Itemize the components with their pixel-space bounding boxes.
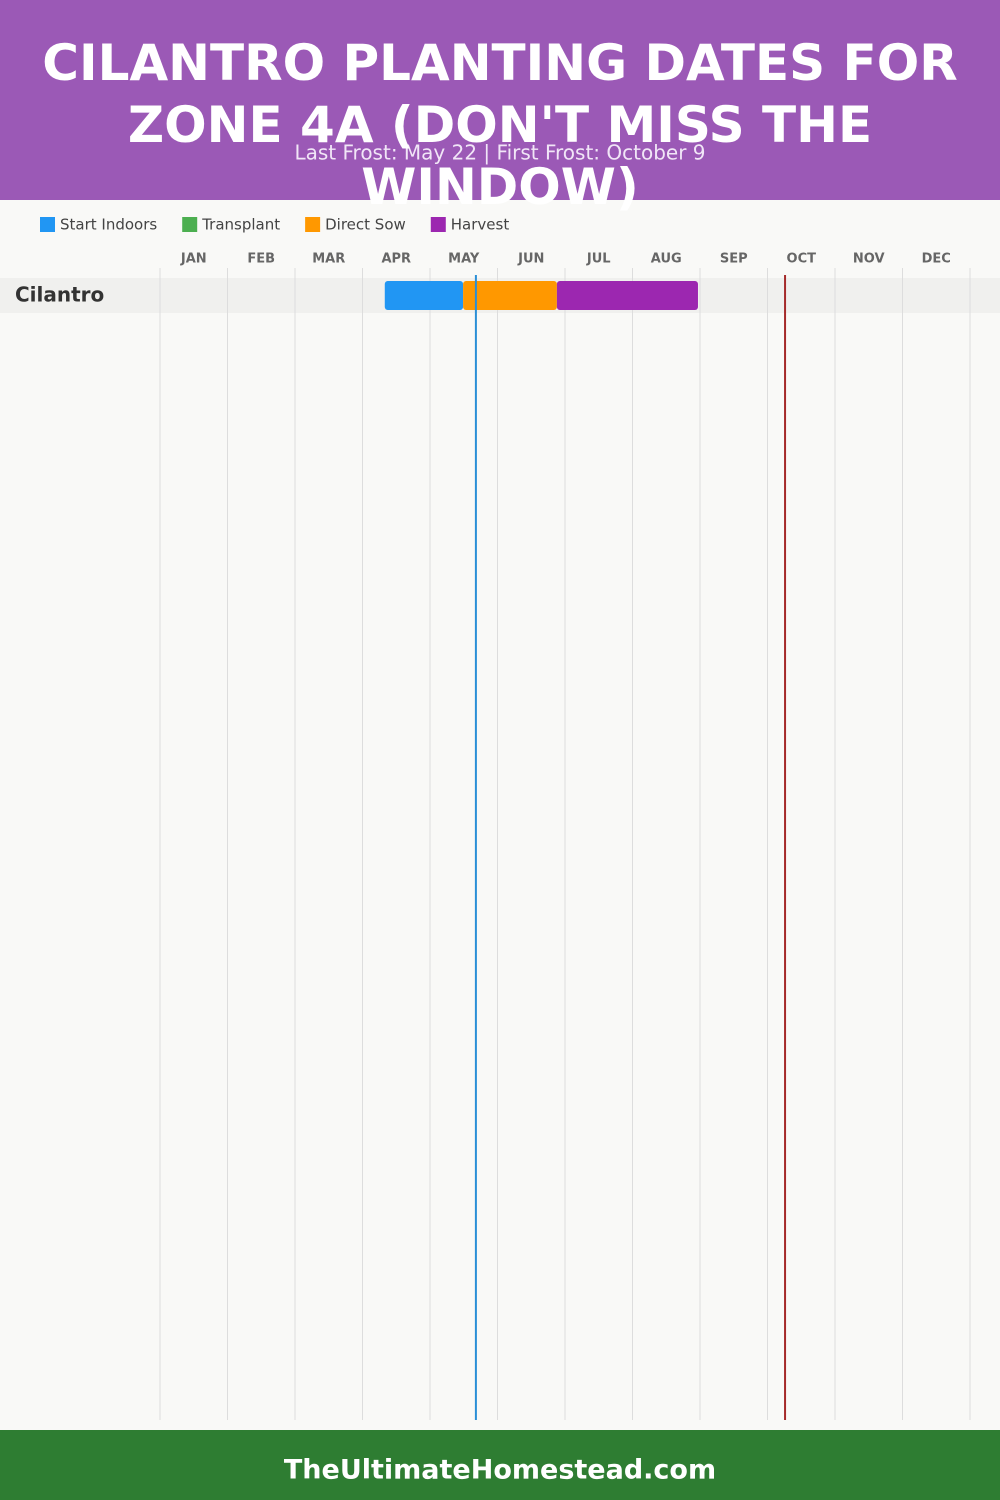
x-tick-label: MAR: [312, 252, 345, 267]
legend-swatch: [305, 217, 321, 232]
bar: [556, 281, 698, 310]
x-tick-label: APR: [381, 252, 411, 267]
x-tick-label: JAN: [180, 252, 207, 267]
legend-label: Harvest: [451, 216, 510, 234]
x-tick-label: MAY: [448, 252, 480, 267]
row-label: Cilantro: [15, 283, 104, 307]
header: [0, 0, 1000, 200]
subtitle: Last Frost: May 22 | First Frost: Octobe…: [294, 141, 705, 165]
title: CILANTRO PLANTING DATES FOR ZONE 4A (DON…: [42, 34, 958, 216]
footer: [0, 1430, 1000, 1500]
x-tick-label: JUN: [517, 252, 544, 267]
x-tick-label: AUG: [651, 252, 682, 267]
x-tick-label: JUL: [586, 252, 611, 267]
legend-label: Transplant: [201, 216, 280, 234]
legend-swatch: [430, 217, 446, 232]
legend-swatch: [182, 217, 198, 232]
x-tick-label: FEB: [247, 252, 275, 267]
bar: [463, 281, 557, 310]
footer-text: TheUltimateHomestead.com: [284, 1455, 716, 1486]
legend-label: Direct Sow: [325, 216, 406, 234]
x-tick-label: NOV: [853, 252, 885, 267]
x-tick-label: SEP: [720, 252, 748, 267]
legend-swatch: [40, 217, 55, 232]
x-tick-label: OCT: [787, 252, 817, 267]
legend-label: Start Indoors: [60, 216, 157, 234]
x-tick-label: DEC: [922, 252, 951, 267]
bar: [384, 281, 464, 310]
